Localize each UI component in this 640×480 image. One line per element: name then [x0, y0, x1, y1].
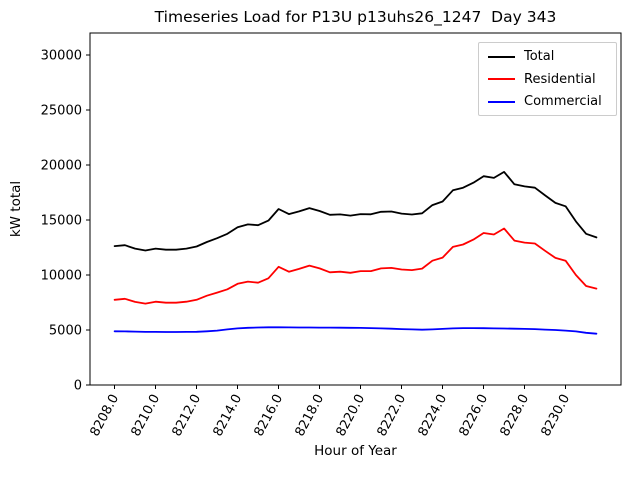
- legend-item-commercial: Commercial: [488, 95, 607, 108]
- legend-line-total-icon: [488, 55, 515, 58]
- x-axis-tick-label: 8222.0: [375, 392, 410, 439]
- series-line-total: [113, 170, 598, 252]
- plot-area: [89, 32, 622, 386]
- legend-line-residential-icon: [488, 78, 515, 80]
- legend: Total Residential Commercial: [478, 42, 617, 116]
- x-axis-label: Hour of Year: [314, 443, 397, 459]
- legend-label-commercial: Commercial: [524, 94, 602, 109]
- legend-item-residential: Residential: [488, 73, 607, 86]
- y-axis-label: kW total: [8, 180, 24, 238]
- x-axis-tick-label: 8226.0: [457, 392, 492, 439]
- x-axis-tick-label: 8208.0: [88, 392, 123, 439]
- y-axis-tick-label: 20000: [41, 159, 82, 174]
- y-axis-tick-label: 30000: [41, 49, 82, 64]
- x-axis-tick-label: 8224.0: [416, 392, 451, 439]
- series-line-commercial: [113, 326, 598, 335]
- x-axis-tick-label: 8228.0: [498, 392, 533, 439]
- y-axis-tick-label: 0: [74, 379, 82, 394]
- x-axis-tick-label: 8218.0: [293, 392, 328, 439]
- x-axis-tick-label: 8216.0: [252, 392, 287, 439]
- y-axis-tick-label: 15000: [41, 214, 82, 229]
- legend-line-commercial-icon: [488, 100, 515, 103]
- legend-label-residential: Residential: [524, 71, 596, 87]
- chart-title: Timeseries Load for P13U p13uhs26_1247 D…: [154, 8, 557, 26]
- legend-label-total: Total: [524, 49, 555, 64]
- y-axis-tick-label: 25000: [41, 104, 82, 119]
- legend-item-total: Total: [488, 50, 607, 63]
- y-axis-tick-label: 5000: [49, 324, 82, 339]
- series-line-residential: [113, 227, 598, 305]
- y-axis-tick-label: 10000: [41, 269, 82, 284]
- x-axis-tick-label: 8230.0: [539, 392, 574, 439]
- x-axis-tick-label: 8214.0: [211, 392, 246, 439]
- x-axis-tick-label: 8210.0: [129, 392, 164, 439]
- x-axis-tick-label: 8220.0: [334, 392, 369, 439]
- x-axis-tick-label: 8212.0: [170, 392, 205, 439]
